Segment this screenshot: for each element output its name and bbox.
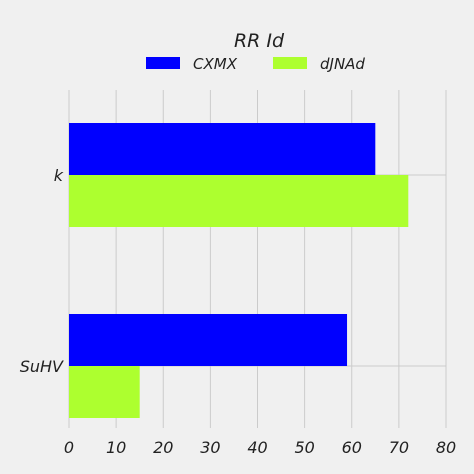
x-tick-label: 30	[200, 438, 220, 457]
bar-cxmx-1	[69, 314, 348, 366]
bars	[69, 123, 409, 418]
x-axis-ticks: 0 10 20 30 40 50 60 70 80	[64, 438, 456, 457]
bar-djnad-0	[69, 175, 409, 227]
legend: CXMX dJNAd	[146, 55, 365, 73]
bar-cxmx-0	[69, 123, 376, 175]
x-tick-label: 80	[436, 438, 456, 457]
x-tick-label: 40	[247, 438, 267, 457]
y-tick-label: SuHV	[20, 357, 64, 376]
x-tick-label: 0	[64, 438, 74, 457]
x-tick-label: 10	[106, 438, 126, 457]
x-tick-label: 60	[342, 438, 362, 457]
legend-label-cxmx: CXMX	[193, 55, 238, 73]
x-tick-label: 70	[389, 438, 409, 457]
chart-title: RR Id	[234, 30, 285, 52]
legend-swatch-cxmx	[146, 57, 180, 69]
x-tick-label: 20	[153, 438, 173, 457]
y-tick-label: k	[54, 166, 64, 185]
x-tick-label: 50	[294, 438, 314, 457]
bar-djnad-1	[69, 366, 140, 418]
y-axis-ticks: k SuHV	[20, 166, 64, 376]
legend-swatch-djnad	[273, 57, 307, 69]
legend-label-djnad: dJNAd	[320, 55, 365, 73]
